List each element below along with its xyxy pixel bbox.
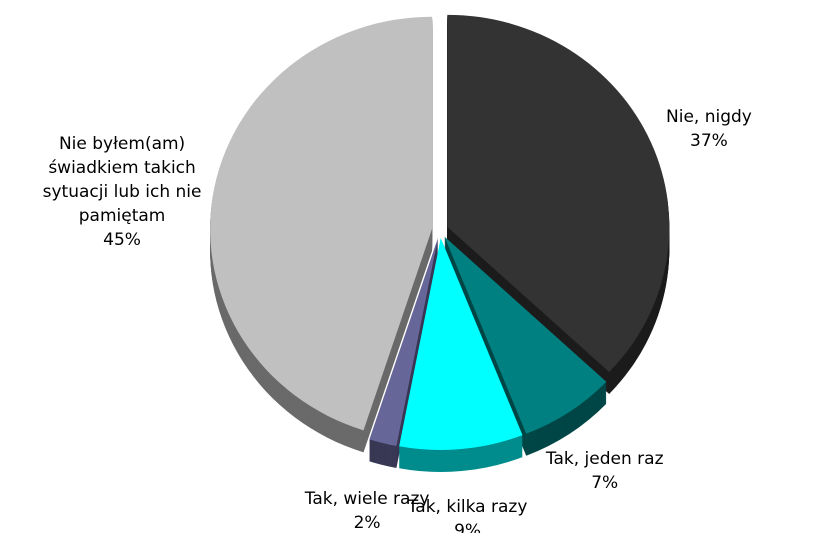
slice-label: Tak, kilka razy 9% <box>368 495 568 533</box>
slice <box>399 237 523 450</box>
category-name: Nie byłem(am) świadkiem takich sytuacji … <box>42 133 202 226</box>
value-label: 7% <box>591 473 619 494</box>
category-name: Tak, kilka razy <box>407 496 528 517</box>
slice-label: Tak, jeden raz 7% <box>505 447 705 495</box>
slice-label: Nie, nigdy 37% <box>609 105 809 153</box>
value-label: 9% <box>454 520 482 533</box>
category-name: Tak, wiele razy <box>304 489 430 510</box>
slice <box>447 14 670 372</box>
category-name: Nie, nigdy <box>666 106 752 127</box>
value-label: 2% <box>353 513 381 533</box>
slice-label: Nie byłem(am) świadkiem takich sytuacji … <box>27 132 217 252</box>
value-label: 45% <box>103 229 141 250</box>
slice-label: Tak, wiele razy 2% <box>267 487 467 533</box>
value-label: 37% <box>690 130 728 151</box>
slice <box>369 237 439 446</box>
slice <box>210 16 433 431</box>
category-name: Tak, jeden raz <box>545 449 664 470</box>
slice <box>444 236 607 434</box>
